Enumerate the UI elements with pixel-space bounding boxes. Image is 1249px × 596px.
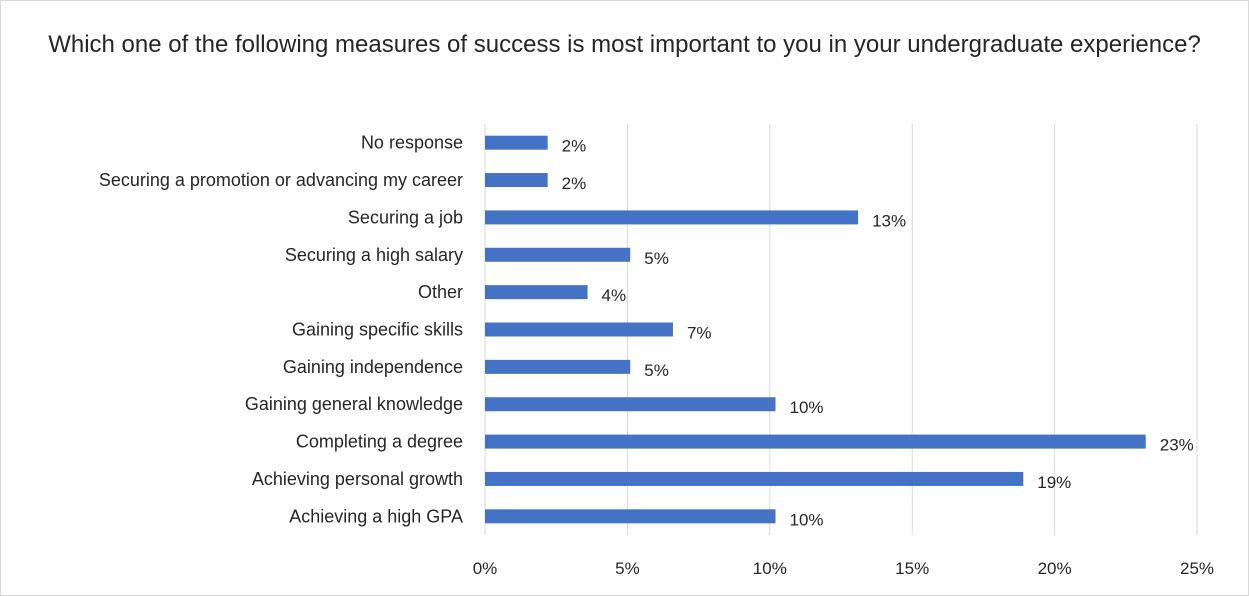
bar (485, 173, 548, 188)
bar (485, 471, 1024, 486)
data-label: 23% (1160, 436, 1194, 455)
bar (485, 509, 776, 524)
category-label: Securing a job (348, 207, 463, 227)
bar (485, 285, 588, 300)
category-label: Gaining general knowledge (245, 394, 463, 414)
data-label: 5% (644, 361, 669, 380)
data-label: 13% (872, 211, 906, 230)
data-label: 2% (562, 137, 587, 156)
x-tick-label: 10% (753, 559, 787, 578)
category-label: No response (361, 133, 463, 153)
data-label: 10% (789, 398, 823, 417)
category-label: Completing a degree (296, 432, 463, 452)
bar (485, 359, 631, 374)
category-label: Achieving personal growth (252, 469, 463, 489)
x-tick-label: 20% (1038, 559, 1072, 578)
bars (485, 135, 1146, 524)
data-label: 2% (562, 174, 587, 193)
labels: 0% 5% 10% 15% 20% 25% No response 2% Securing a … (99, 133, 1214, 578)
x-tick-label: 5% (615, 559, 640, 578)
x-tick-label: 25% (1180, 559, 1214, 578)
x-tick-label: 0% (473, 559, 498, 578)
category-label: Other (418, 282, 463, 302)
bar (485, 434, 1146, 449)
chart-title: Which one of the following measures of s… (48, 31, 1201, 58)
bar (485, 210, 859, 225)
data-label: 7% (687, 324, 712, 343)
category-label: Securing a promotion or advancing my car… (99, 170, 463, 190)
bar (485, 397, 776, 412)
data-label: 19% (1037, 473, 1071, 492)
category-label: Achieving a high GPA (289, 506, 463, 526)
category-label: Securing a high salary (285, 245, 463, 265)
data-label: 10% (789, 510, 823, 529)
x-tick-label: 15% (895, 559, 929, 578)
data-label: 5% (644, 249, 669, 268)
bar (485, 322, 673, 337)
category-label: Gaining independence (283, 357, 463, 377)
data-label: 4% (602, 286, 627, 305)
bar (485, 135, 548, 150)
bar (485, 247, 631, 262)
category-label: Gaining specific skills (292, 320, 463, 340)
